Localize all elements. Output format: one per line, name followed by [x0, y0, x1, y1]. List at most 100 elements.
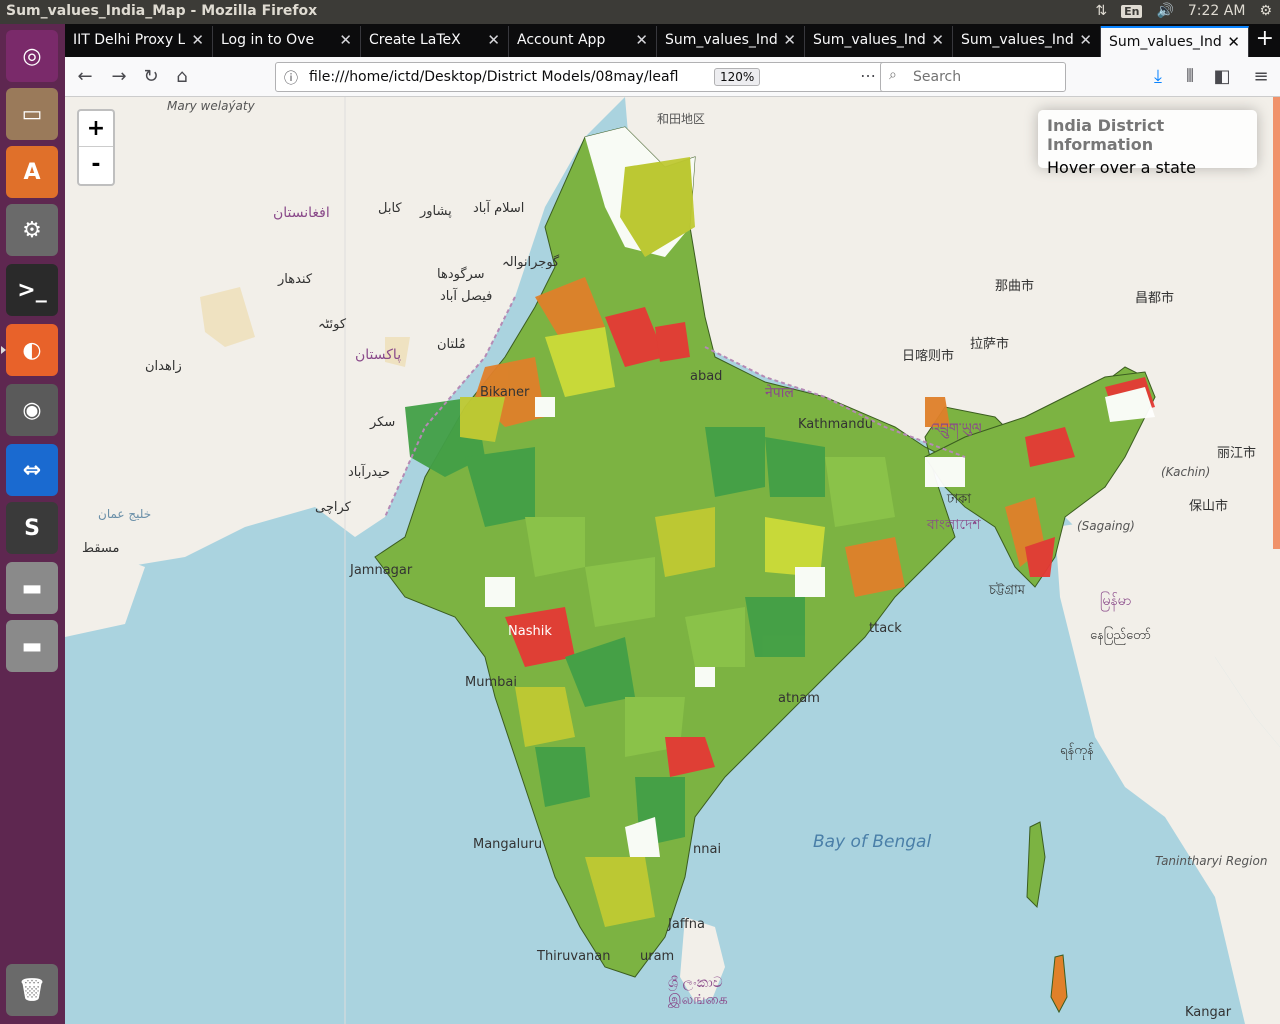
map-label: مسقط — [82, 541, 120, 556]
new-tab-button[interactable]: + — [1255, 26, 1274, 51]
search-input[interactable]: ⌕ Search — [880, 62, 1066, 92]
reload-button[interactable]: ↻ — [143, 66, 159, 87]
browser-tab[interactable]: Sum_values_Ind ✕ — [953, 26, 1101, 57]
sublime-text-icon[interactable]: S — [6, 502, 58, 554]
map-label: سرگودھا — [437, 267, 485, 282]
map-label: 那曲市 — [995, 279, 1035, 294]
search-icon: ⌕ — [889, 67, 897, 83]
downloads-icon[interactable]: ⤓ — [1154, 66, 1162, 87]
tab-close-icon[interactable]: ✕ — [635, 31, 648, 49]
disk-drive-2-icon[interactable]: ▬ — [6, 620, 58, 672]
sidebar-icon[interactable]: ◧ — [1213, 66, 1231, 87]
software-center-icon[interactable]: A — [6, 146, 58, 198]
map-label: இலங்கை — [668, 992, 728, 1008]
chromium-icon[interactable]: ◉ — [6, 384, 58, 436]
tab-label: Sum_values_Ind — [665, 32, 777, 48]
ubuntu-dash-icon[interactable]: ◎ — [6, 30, 58, 82]
map-label: नेपाल — [765, 385, 794, 401]
clock[interactable]: 7:22 AM — [1187, 3, 1246, 19]
map-label: বাংলাদেশ — [927, 517, 981, 533]
disk-drive-icon[interactable]: ▬ — [6, 562, 58, 614]
tab-label: Sum_values_Ind — [813, 32, 925, 48]
map-label: 拉萨市 — [970, 337, 1010, 352]
zoom-level-indicator[interactable]: 120% — [714, 68, 761, 86]
browser-tab[interactable]: Create LaTeX ✕ — [361, 26, 509, 57]
home-button[interactable]: ⌂ — [176, 66, 188, 87]
map-label: nnai — [693, 842, 722, 857]
system-settings-icon[interactable]: ⚙ — [6, 204, 58, 256]
leaflet-map[interactable]: 和田地区 Mary welaýaty افغانستان کابل پشاور … — [65, 97, 1280, 1024]
teamviewer-icon[interactable]: ⇔ — [6, 444, 58, 496]
forward-button[interactable]: → — [111, 66, 127, 87]
map-label: (Kachin) — [1161, 465, 1211, 479]
browser-tab[interactable]: IIT Delhi Proxy L ✕ — [65, 26, 213, 57]
url-text[interactable]: file:///home/ictd/Desktop/District Model… — [309, 69, 679, 85]
back-button[interactable]: ← — [77, 66, 93, 87]
zoom-out-button[interactable]: - — [91, 152, 101, 177]
system-tray: ⇅ En 🔊 7:22 AM ⚙ — [1095, 3, 1272, 19]
library-icon[interactable]: ⫴ — [1186, 66, 1194, 87]
map-label: ঢাকা — [947, 492, 971, 507]
tab-close-icon[interactable]: ✕ — [487, 31, 500, 49]
tab-close-icon[interactable]: ✕ — [191, 31, 204, 49]
volume-icon[interactable]: 🔊 — [1156, 3, 1174, 19]
map-label: گوجرانوالہ — [502, 255, 560, 270]
url-bar[interactable]: ⓘ file:///home/ictd/Desktop/District Mod… — [275, 62, 933, 92]
files-icon[interactable]: ▭ — [6, 88, 58, 140]
map-label: (Sagaing) — [1077, 519, 1135, 533]
navigation-toolbar: ← → ↻ ⌂ ⓘ file:///home/ictd/Desktop/Dist… — [65, 57, 1280, 97]
terminal-icon[interactable]: >_ — [6, 264, 58, 316]
browser-tab[interactable]: Log in to Ove ✕ — [213, 26, 361, 57]
menu-icon[interactable]: ≡ — [1253, 66, 1269, 87]
map-label: Bikaner — [480, 385, 530, 400]
top-panel: Sum_values_India_Map - Mozilla Firefox ⇅… — [0, 0, 1280, 24]
info-panel-title: India District Information — [1047, 116, 1165, 154]
browser-tab[interactable]: Account App ✕ — [509, 26, 657, 57]
settings-gear-icon[interactable]: ⚙ — [1259, 3, 1272, 19]
map-label: 昌都市 — [1135, 291, 1175, 306]
map-label: Thiruvanan — [537, 949, 611, 964]
map-label: Jamnagar — [350, 563, 413, 578]
map-label: ရန်ကုန် — [1060, 743, 1094, 758]
map-label: خليج عمان — [98, 507, 152, 521]
map-label: کندهار — [278, 272, 313, 287]
map-label: Mangaluru — [473, 837, 543, 852]
info-panel: India District Information Hover over a … — [1038, 110, 1257, 177]
tab-label: Create LaTeX — [369, 32, 461, 48]
page-actions-icon[interactable]: ⋯ — [860, 66, 877, 85]
network-icon[interactable]: ⇅ — [1095, 3, 1108, 19]
map-label: کوئٹہ — [318, 317, 347, 332]
tab-close-icon[interactable]: ✕ — [783, 31, 796, 49]
map-label: پشاور — [420, 204, 452, 219]
page-scrollbar[interactable] — [1273, 97, 1280, 549]
map-label: Kathmandu — [798, 417, 873, 432]
tab-strip: IIT Delhi Proxy L ✕ Log in to Ove ✕ Create L… — [65, 24, 1280, 57]
tab-label: Sum_values_Ind — [1109, 34, 1221, 50]
browser-tab[interactable]: Sum_values_Ind ✕ — [805, 26, 953, 57]
map-label: حیدرآباد — [348, 465, 391, 480]
site-info-icon[interactable]: ⓘ — [284, 71, 298, 87]
launcher: ◎ ▭ A ⚙ >_ ◐ ◉ ⇔ S ▬ ▬ 🗑 — [0, 24, 65, 1024]
firefox-icon[interactable]: ◐ — [1, 324, 58, 376]
zoom-in-button[interactable]: + — [79, 111, 113, 147]
keyboard-layout-indicator[interactable]: En — [1121, 4, 1143, 18]
map-label: کراچی — [315, 500, 351, 515]
tab-label: IIT Delhi Proxy L — [73, 32, 185, 48]
map-label: 日喀则市 — [902, 349, 955, 364]
running-indicator — [1, 346, 6, 354]
trash-icon[interactable]: 🗑 — [6, 964, 58, 1016]
map-label: کابل — [378, 201, 402, 216]
zoom-control: + - — [77, 109, 115, 186]
map-label: abad — [690, 369, 723, 384]
map-label: uram — [640, 949, 675, 964]
tab-close-icon[interactable]: ✕ — [931, 31, 944, 49]
map-label: ttack — [869, 621, 902, 636]
tab-close-icon[interactable]: ✕ — [1227, 33, 1240, 51]
tab-close-icon[interactable]: ✕ — [1079, 31, 1092, 49]
map-label: Tanintharyi Region — [1155, 854, 1268, 868]
tab-close-icon[interactable]: ✕ — [339, 31, 352, 49]
map-label: မြန်မာ — [1100, 593, 1132, 609]
map-label: Mary welaýaty — [167, 99, 255, 113]
browser-tab[interactable]: Sum_values_Ind ✕ — [1101, 26, 1249, 57]
browser-tab[interactable]: Sum_values_Ind ✕ — [657, 26, 805, 57]
